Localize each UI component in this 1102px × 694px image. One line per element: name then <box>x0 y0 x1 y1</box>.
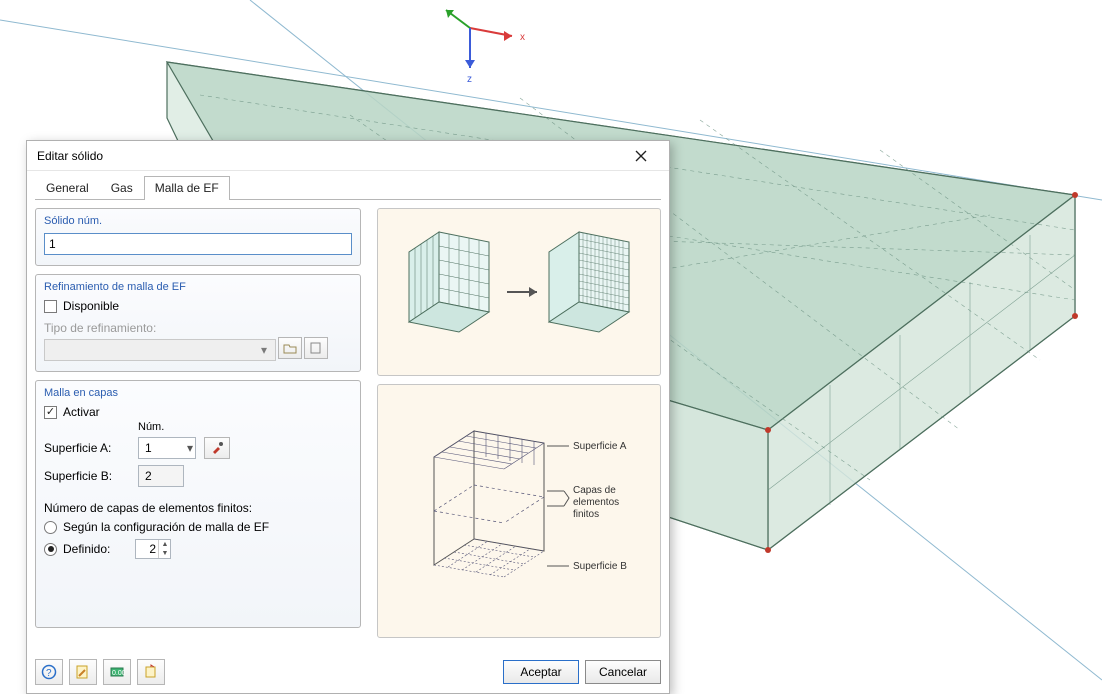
units-button[interactable]: 0.00 <box>103 659 131 685</box>
refinement-type-label: Tipo de refinamiento: <box>44 321 352 335</box>
tab-gas[interactable]: Gas <box>100 176 144 200</box>
panel-refinement: Refinamiento de malla de EF Disponible T… <box>35 274 361 372</box>
units-icon: 0.00 <box>109 664 125 680</box>
radio-defined[interactable] <box>44 543 57 556</box>
surface-b-label: Superficie B: <box>44 469 130 483</box>
defined-value-spinner[interactable]: ▲ ▼ <box>135 539 171 559</box>
chevron-down-icon: ▾ <box>255 341 273 359</box>
panel-title-refinement: Refinamiento de malla de EF <box>44 281 352 293</box>
axis-gizmo: x z <box>446 10 525 85</box>
close-icon <box>635 150 647 162</box>
cancel-button[interactable]: Cancelar <box>585 660 661 684</box>
titlebar: Editar sólido <box>27 141 669 171</box>
illus-surf-a-label: Superficie A <box>573 441 627 452</box>
dialog-title: Editar sólido <box>37 149 103 163</box>
tab-body: Sólido núm. Refinamiento de malla de EF … <box>35 199 661 638</box>
open-library-button[interactable] <box>278 337 302 359</box>
solid-num-input[interactable] <box>44 233 352 255</box>
available-label: Disponible <box>63 299 119 313</box>
help-icon: ? <box>41 664 57 680</box>
tab-strip: General Gas Malla de EF <box>27 171 669 199</box>
panel-title-solid: Sólido núm. <box>44 215 352 227</box>
document-icon <box>309 342 323 354</box>
left-column: Sólido núm. Refinamiento de malla de EF … <box>35 208 361 638</box>
available-checkbox[interactable] <box>44 300 57 313</box>
activate-label: Activar <box>63 405 100 419</box>
svg-text:z: z <box>467 74 472 85</box>
toolbar-right: Aceptar Cancelar <box>503 660 661 684</box>
dialog-bottom-bar: ? 0.00 Aceptar Cancelar <box>35 659 661 685</box>
layer-count-label: Número de capas de elementos finitos: <box>44 501 352 515</box>
surface-b-field: 2 <box>138 465 184 487</box>
folder-icon <box>283 342 297 354</box>
activate-checkbox[interactable] <box>44 406 57 419</box>
radio-defined-label: Definido: <box>63 542 129 556</box>
pin-icon <box>143 664 159 680</box>
panel-solid-num: Sólido núm. <box>35 208 361 266</box>
radio-config-label: Según la configuración de malla de EF <box>63 520 269 534</box>
pin-button[interactable] <box>137 659 165 685</box>
panel-title-layers: Malla en capas <box>44 387 352 399</box>
surface-a-dropdown[interactable]: 1 ▾ <box>138 437 196 459</box>
close-button[interactable] <box>621 142 661 170</box>
right-column: Superficie A Capas de elementos finitos … <box>377 208 661 638</box>
tab-general[interactable]: General <box>35 176 100 200</box>
help-button[interactable]: ? <box>35 659 63 685</box>
tab-mesh[interactable]: Malla de EF <box>144 176 230 200</box>
illus-surf-b-label: Superficie B <box>573 561 627 572</box>
spin-up-icon[interactable]: ▲ <box>159 540 171 549</box>
pencil-icon <box>75 664 91 680</box>
svg-text:0.00: 0.00 <box>112 670 125 677</box>
svg-text:Capas de: Capas de <box>573 485 616 496</box>
panel-layers: Malla en capas Activar Núm. Superficie A… <box>35 380 361 628</box>
num-column-header: Núm. <box>138 421 352 433</box>
ok-button[interactable]: Aceptar <box>503 660 579 684</box>
new-item-button[interactable] <box>304 337 328 359</box>
svg-text:x: x <box>520 32 525 43</box>
eyedropper-icon <box>210 441 224 455</box>
illustration-refinement <box>377 208 661 376</box>
refinement-illustration-icon <box>389 217 649 367</box>
surface-a-value: 1 <box>145 441 152 455</box>
refinement-type-dropdown: ▾ <box>44 339 276 361</box>
layers-illustration-icon: Superficie A Capas de elementos finitos … <box>389 396 649 626</box>
svg-text:elementos: elementos <box>573 497 619 508</box>
defined-value-input[interactable] <box>136 540 158 558</box>
surface-a-label: Superficie A: <box>44 441 130 455</box>
chevron-down-icon: ▾ <box>187 441 193 455</box>
spin-down-icon[interactable]: ▼ <box>159 549 171 558</box>
surface-b-value: 2 <box>145 469 152 483</box>
radio-config[interactable] <box>44 521 57 534</box>
toolbar-left: ? 0.00 <box>35 659 165 685</box>
edit-solid-dialog: Editar sólido General Gas Malla de EF Só… <box>26 140 670 694</box>
svg-text:?: ? <box>46 668 52 679</box>
pick-surface-button[interactable] <box>204 437 230 459</box>
illustration-layers: Superficie A Capas de elementos finitos … <box>377 384 661 638</box>
edit-button[interactable] <box>69 659 97 685</box>
svg-text:finitos: finitos <box>573 509 599 520</box>
